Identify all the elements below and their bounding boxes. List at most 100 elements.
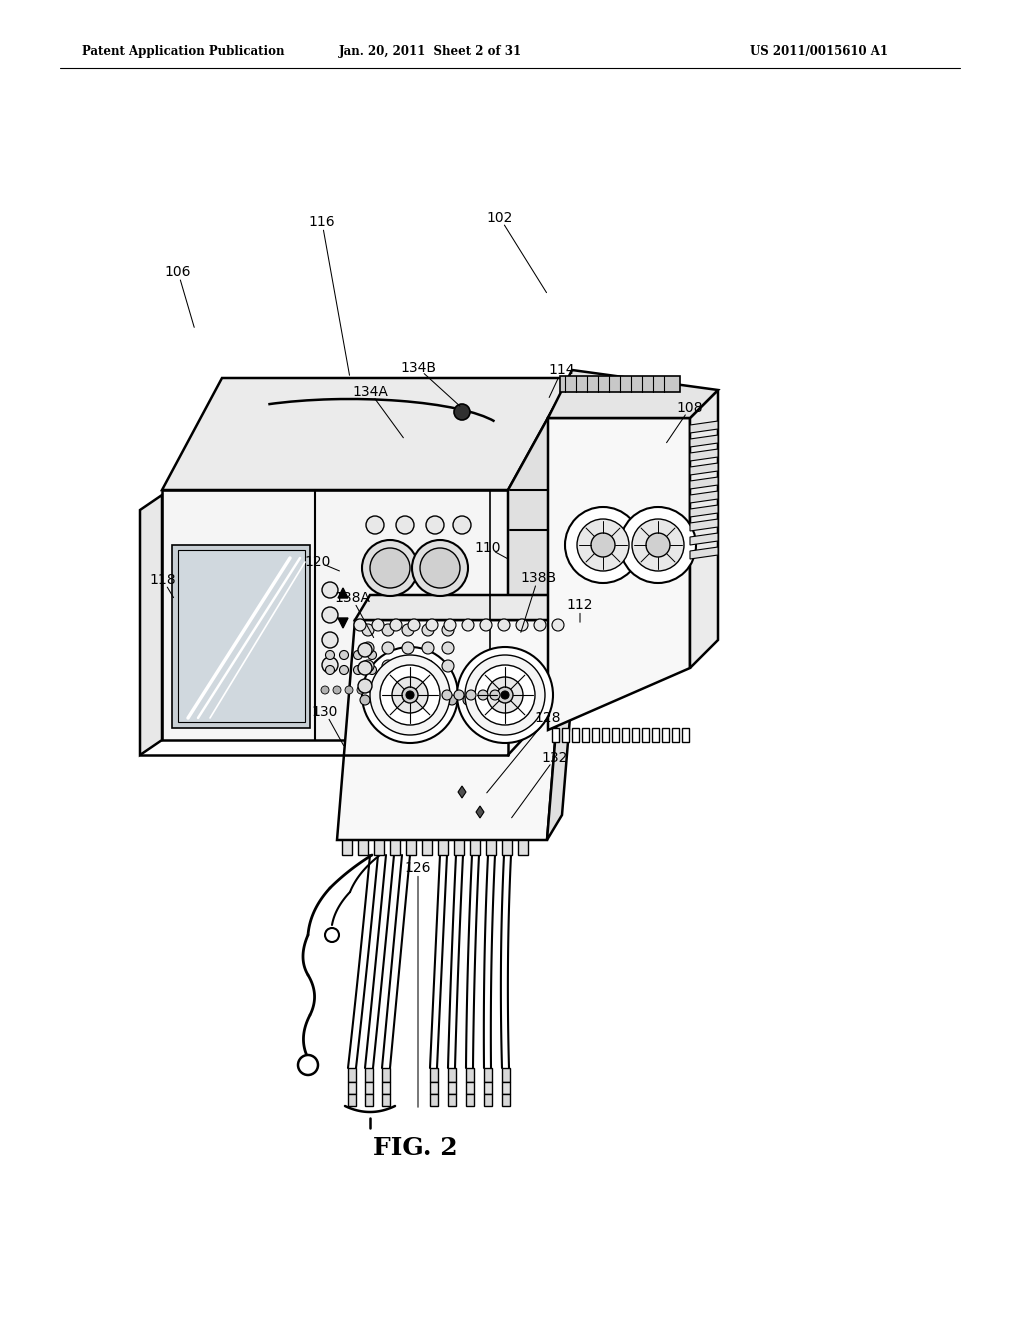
Polygon shape [449, 1082, 456, 1094]
Text: 134B: 134B [400, 360, 436, 375]
Circle shape [632, 519, 684, 572]
Polygon shape [374, 840, 384, 855]
Circle shape [442, 624, 454, 636]
Circle shape [413, 696, 423, 705]
Circle shape [412, 540, 468, 597]
Circle shape [402, 624, 414, 636]
Circle shape [360, 696, 370, 705]
Polygon shape [466, 1068, 474, 1082]
Polygon shape [406, 840, 416, 855]
Text: 108: 108 [677, 401, 703, 414]
Circle shape [591, 533, 615, 557]
Polygon shape [466, 1094, 474, 1106]
Circle shape [497, 686, 513, 704]
Circle shape [353, 651, 362, 660]
Polygon shape [458, 785, 466, 799]
Circle shape [442, 690, 452, 700]
Circle shape [466, 690, 476, 700]
Circle shape [406, 690, 414, 700]
Polygon shape [484, 1082, 492, 1094]
Circle shape [442, 660, 454, 672]
Circle shape [345, 686, 353, 694]
Circle shape [362, 624, 374, 636]
Polygon shape [422, 840, 432, 855]
Polygon shape [172, 545, 310, 729]
Polygon shape [690, 491, 718, 503]
Text: 112: 112 [566, 598, 593, 612]
Circle shape [565, 507, 641, 583]
Circle shape [362, 647, 458, 743]
Circle shape [426, 619, 438, 631]
Circle shape [646, 533, 670, 557]
Text: 116: 116 [308, 215, 335, 228]
Polygon shape [690, 436, 718, 447]
Polygon shape [454, 840, 464, 855]
Polygon shape [365, 1082, 373, 1094]
Circle shape [358, 678, 372, 693]
Polygon shape [502, 1082, 510, 1094]
Polygon shape [338, 618, 348, 628]
Circle shape [498, 619, 510, 631]
Polygon shape [162, 378, 570, 490]
Polygon shape [672, 729, 679, 742]
Polygon shape [337, 620, 565, 840]
Circle shape [454, 690, 464, 700]
Polygon shape [449, 1094, 456, 1106]
Circle shape [326, 665, 335, 675]
Circle shape [422, 624, 434, 636]
Circle shape [370, 655, 450, 735]
Circle shape [402, 642, 414, 653]
Text: 118: 118 [150, 573, 176, 587]
Circle shape [501, 690, 509, 700]
Polygon shape [382, 1094, 390, 1106]
Circle shape [368, 651, 377, 660]
Text: Patent Application Publication: Patent Application Publication [82, 45, 285, 58]
Circle shape [321, 686, 329, 694]
Polygon shape [548, 370, 718, 418]
Polygon shape [582, 729, 589, 742]
Polygon shape [342, 840, 352, 855]
Text: 134A: 134A [352, 385, 388, 399]
Polygon shape [662, 729, 669, 742]
Circle shape [354, 619, 366, 631]
Text: 138B: 138B [520, 572, 556, 585]
Circle shape [463, 696, 473, 705]
Circle shape [325, 928, 339, 942]
Circle shape [368, 665, 377, 675]
Polygon shape [382, 1082, 390, 1094]
Circle shape [380, 665, 440, 725]
Text: 138A: 138A [334, 591, 370, 605]
Circle shape [326, 651, 335, 660]
Polygon shape [140, 495, 162, 755]
Text: 130: 130 [312, 705, 338, 719]
Circle shape [516, 619, 528, 631]
Polygon shape [430, 1068, 438, 1082]
Circle shape [422, 660, 434, 672]
Circle shape [366, 516, 384, 535]
Circle shape [369, 686, 377, 694]
Polygon shape [486, 840, 496, 855]
Polygon shape [602, 729, 609, 742]
Circle shape [370, 548, 410, 587]
Circle shape [442, 642, 454, 653]
Circle shape [358, 643, 372, 657]
Polygon shape [562, 729, 569, 742]
Text: 128: 128 [535, 711, 561, 725]
Circle shape [478, 690, 488, 700]
Circle shape [390, 619, 402, 631]
Circle shape [382, 642, 394, 653]
Circle shape [322, 607, 338, 623]
Circle shape [534, 619, 546, 631]
Text: 114: 114 [549, 363, 575, 378]
Polygon shape [502, 1094, 510, 1106]
Circle shape [487, 677, 523, 713]
Circle shape [340, 651, 348, 660]
Polygon shape [449, 1068, 456, 1082]
Polygon shape [484, 1094, 492, 1106]
Circle shape [620, 507, 696, 583]
Circle shape [426, 516, 444, 535]
Text: 102: 102 [486, 211, 513, 224]
Circle shape [402, 686, 418, 704]
Polygon shape [690, 506, 718, 517]
Polygon shape [612, 729, 618, 742]
